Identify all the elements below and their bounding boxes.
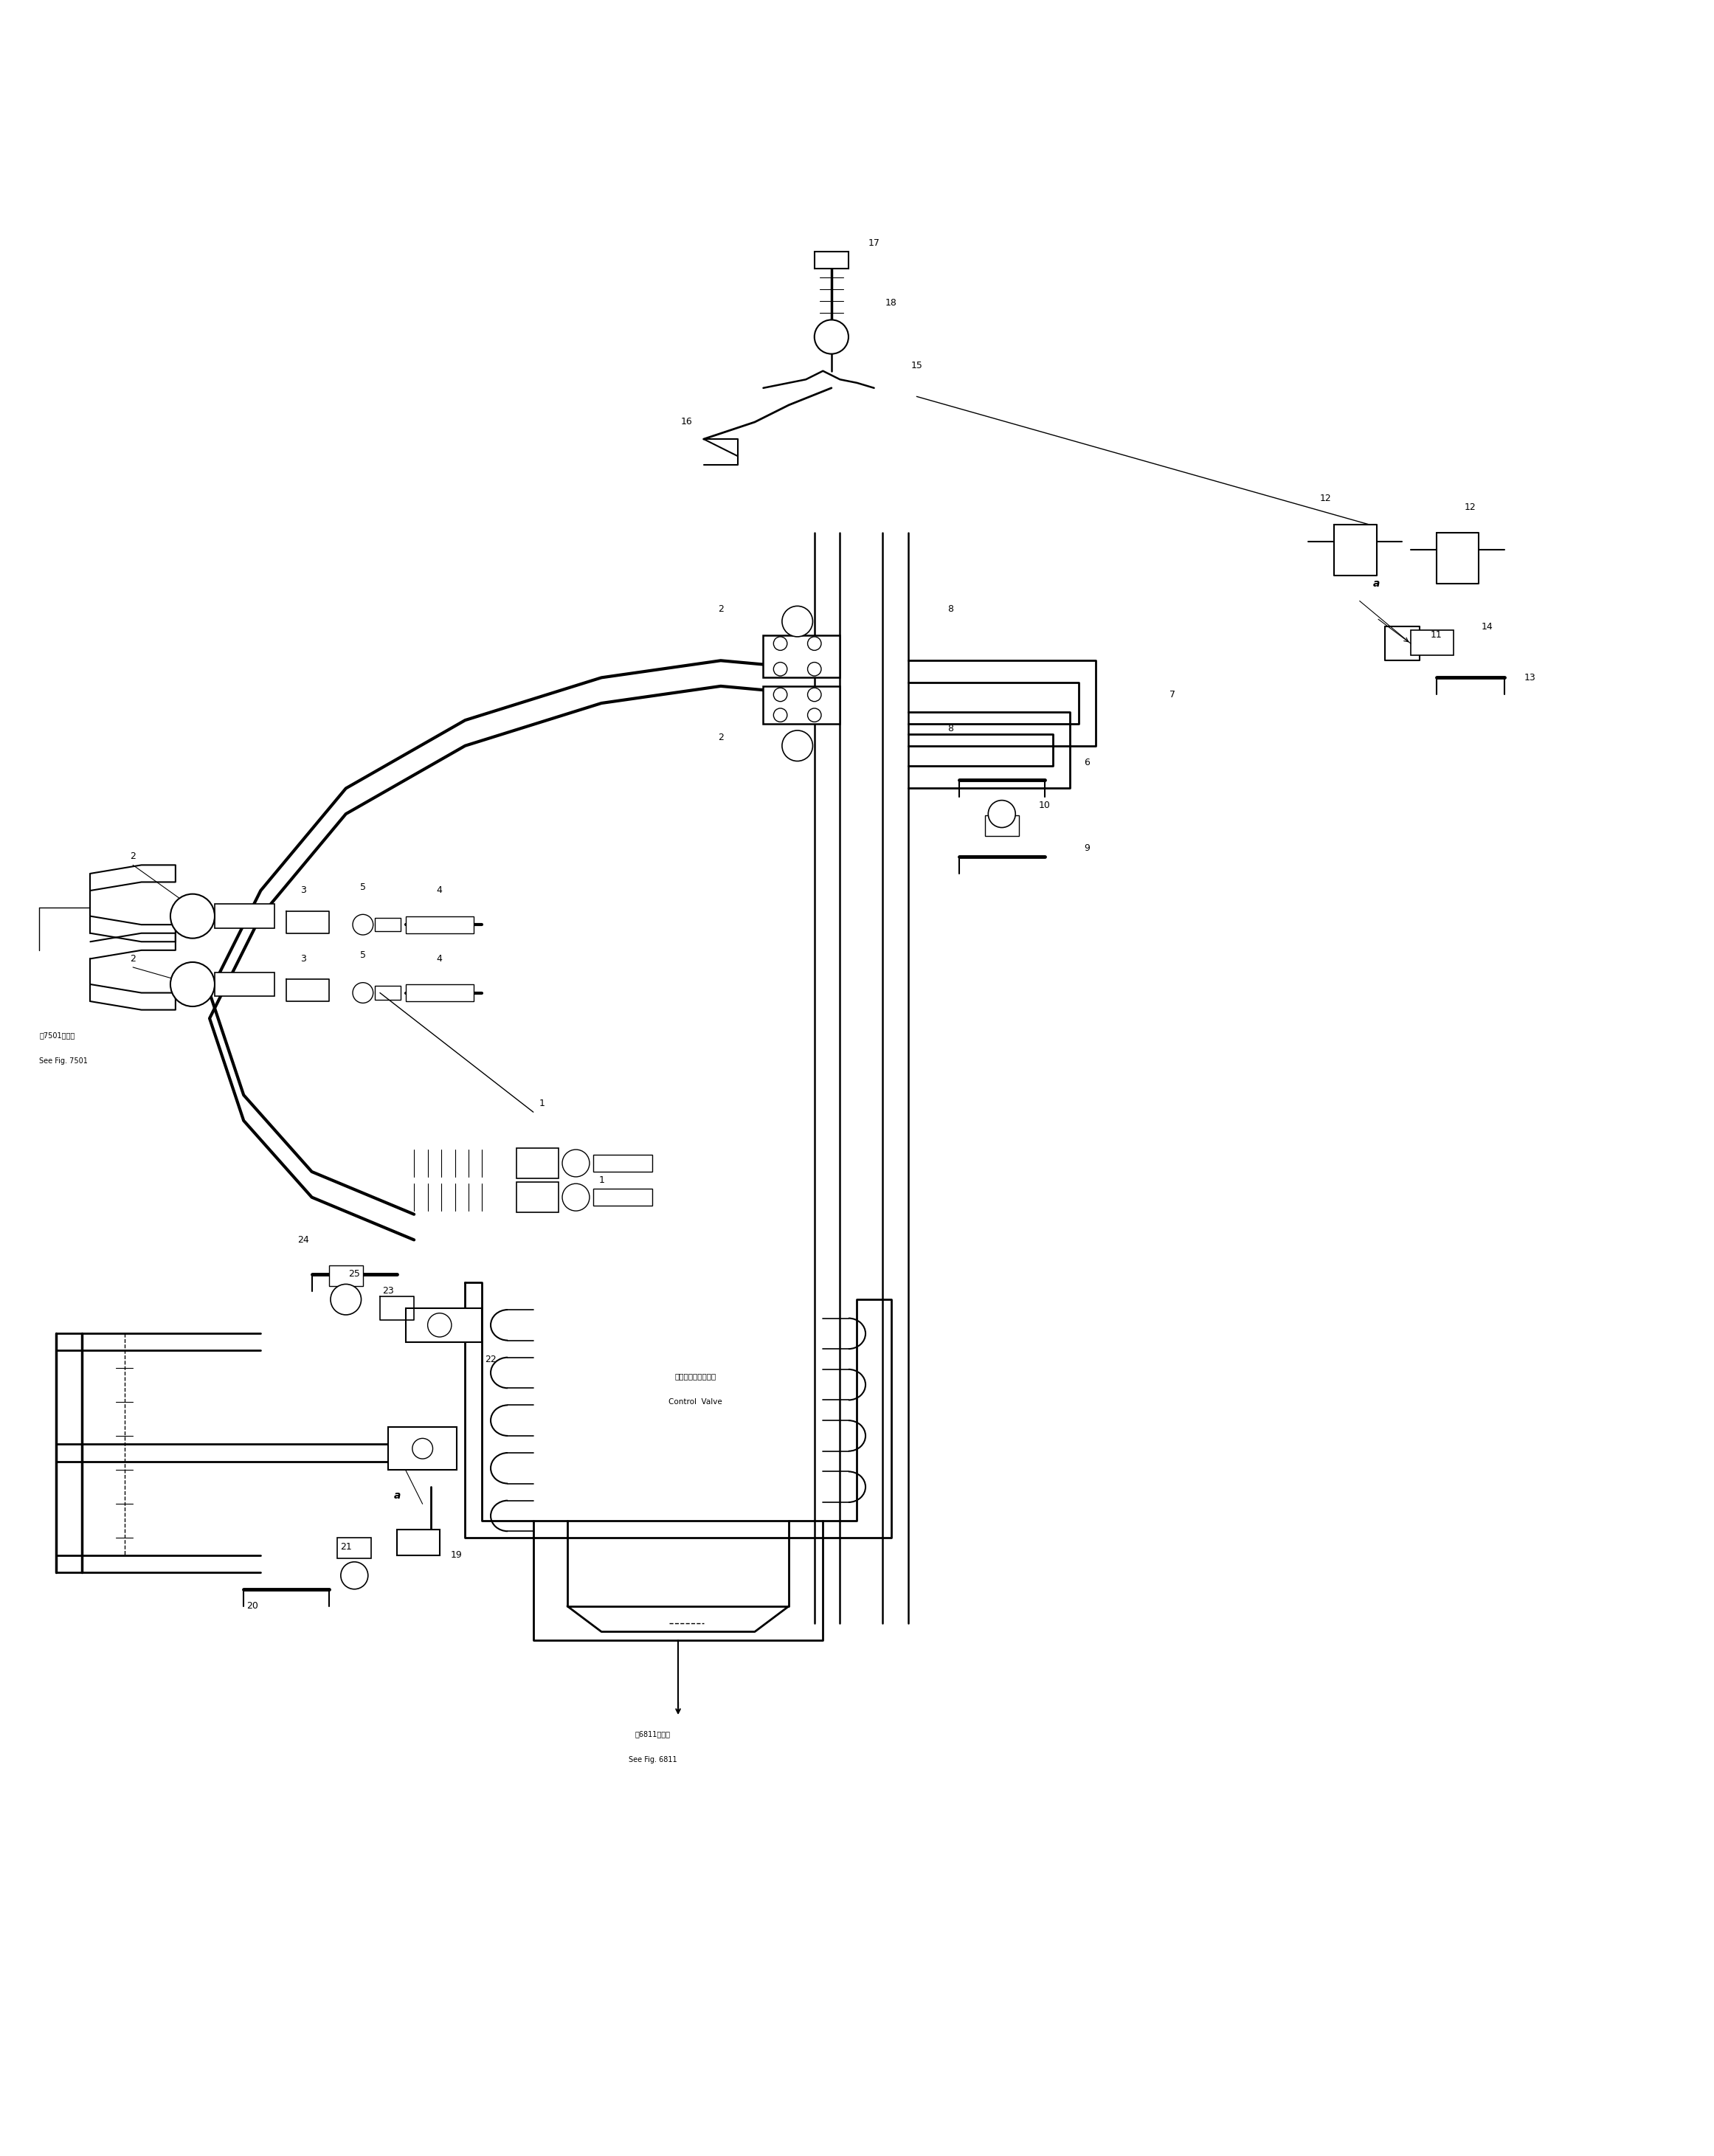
Circle shape [782,606,812,636]
Text: 5: 5 [360,951,365,959]
Bar [516,1147,559,1179]
Circle shape [353,914,374,936]
Circle shape [807,662,821,677]
Text: 10: 10 [1039,800,1051,811]
Text: a: a [394,1490,401,1501]
Bar [593,1156,653,1171]
Circle shape [773,662,787,677]
Text: 19: 19 [451,1550,463,1559]
Bar [1411,630,1453,655]
Text: a: a [1373,578,1380,589]
Text: 7: 7 [1169,690,1176,699]
Circle shape [807,688,821,701]
Circle shape [989,800,1015,828]
Text: 6: 6 [1083,759,1090,768]
Text: 13: 13 [1524,673,1536,683]
Circle shape [331,1285,362,1315]
Text: 25: 25 [348,1270,360,1279]
Bar [593,1188,653,1205]
Text: 18: 18 [884,298,896,308]
Bar [516,1181,559,1212]
Circle shape [353,983,374,1003]
Text: Control  Valve: Control Valve [668,1397,722,1406]
Text: 2: 2 [130,852,135,860]
Circle shape [782,731,812,761]
Bar [214,903,274,927]
Text: 20: 20 [247,1602,259,1611]
Text: 14: 14 [1481,621,1493,632]
Bar [763,636,840,677]
Circle shape [170,895,214,938]
Circle shape [807,636,821,651]
Circle shape [562,1149,590,1177]
Text: 23: 23 [382,1287,394,1296]
Bar [389,1427,456,1470]
Circle shape [807,709,821,722]
Text: 8: 8 [948,724,953,733]
Bar [375,985,401,1000]
Circle shape [814,319,848,354]
Text: See Fig. 6811: See Fig. 6811 [629,1755,677,1764]
Text: 1: 1 [598,1175,605,1186]
Text: 2: 2 [718,604,723,614]
Text: 9: 9 [1083,843,1090,854]
Text: 11: 11 [1431,630,1441,640]
Circle shape [773,709,787,722]
Text: 5: 5 [360,882,365,893]
Text: 3: 3 [300,886,307,895]
Circle shape [170,962,214,1007]
Bar [814,252,848,270]
Text: 16: 16 [680,418,692,427]
Text: 22: 22 [485,1354,497,1365]
Text: 8: 8 [948,604,953,614]
Bar [338,1537,372,1559]
Text: 4: 4 [437,886,442,895]
Bar [406,985,473,1000]
Bar [406,916,473,934]
Bar [406,1309,482,1341]
Circle shape [413,1438,432,1460]
Text: 4: 4 [437,953,442,964]
Text: 12: 12 [1464,502,1476,511]
Bar [214,972,274,996]
Text: 12: 12 [1320,494,1332,505]
Circle shape [562,1184,590,1212]
Text: 1: 1 [538,1100,545,1108]
Text: 15: 15 [910,360,922,371]
Text: 2: 2 [718,733,723,742]
Text: 3: 3 [300,953,307,964]
Text: 2: 2 [130,953,135,964]
Circle shape [428,1313,451,1337]
Text: See Fig. 7501: See Fig. 7501 [39,1056,87,1065]
Text: 第6811図参照: 第6811図参照 [634,1731,670,1738]
Circle shape [773,636,787,651]
Circle shape [773,688,787,701]
Text: 21: 21 [339,1542,351,1552]
Circle shape [341,1561,369,1589]
Text: 24: 24 [298,1235,309,1244]
Bar [763,686,840,724]
Text: コントロールバルブ: コントロールバルブ [674,1373,716,1380]
Text: 第7501図参照: 第7501図参照 [39,1033,75,1039]
Bar [398,1529,439,1554]
Bar [986,815,1018,837]
Text: 17: 17 [869,239,879,248]
Bar [375,918,401,931]
Bar [329,1266,363,1285]
